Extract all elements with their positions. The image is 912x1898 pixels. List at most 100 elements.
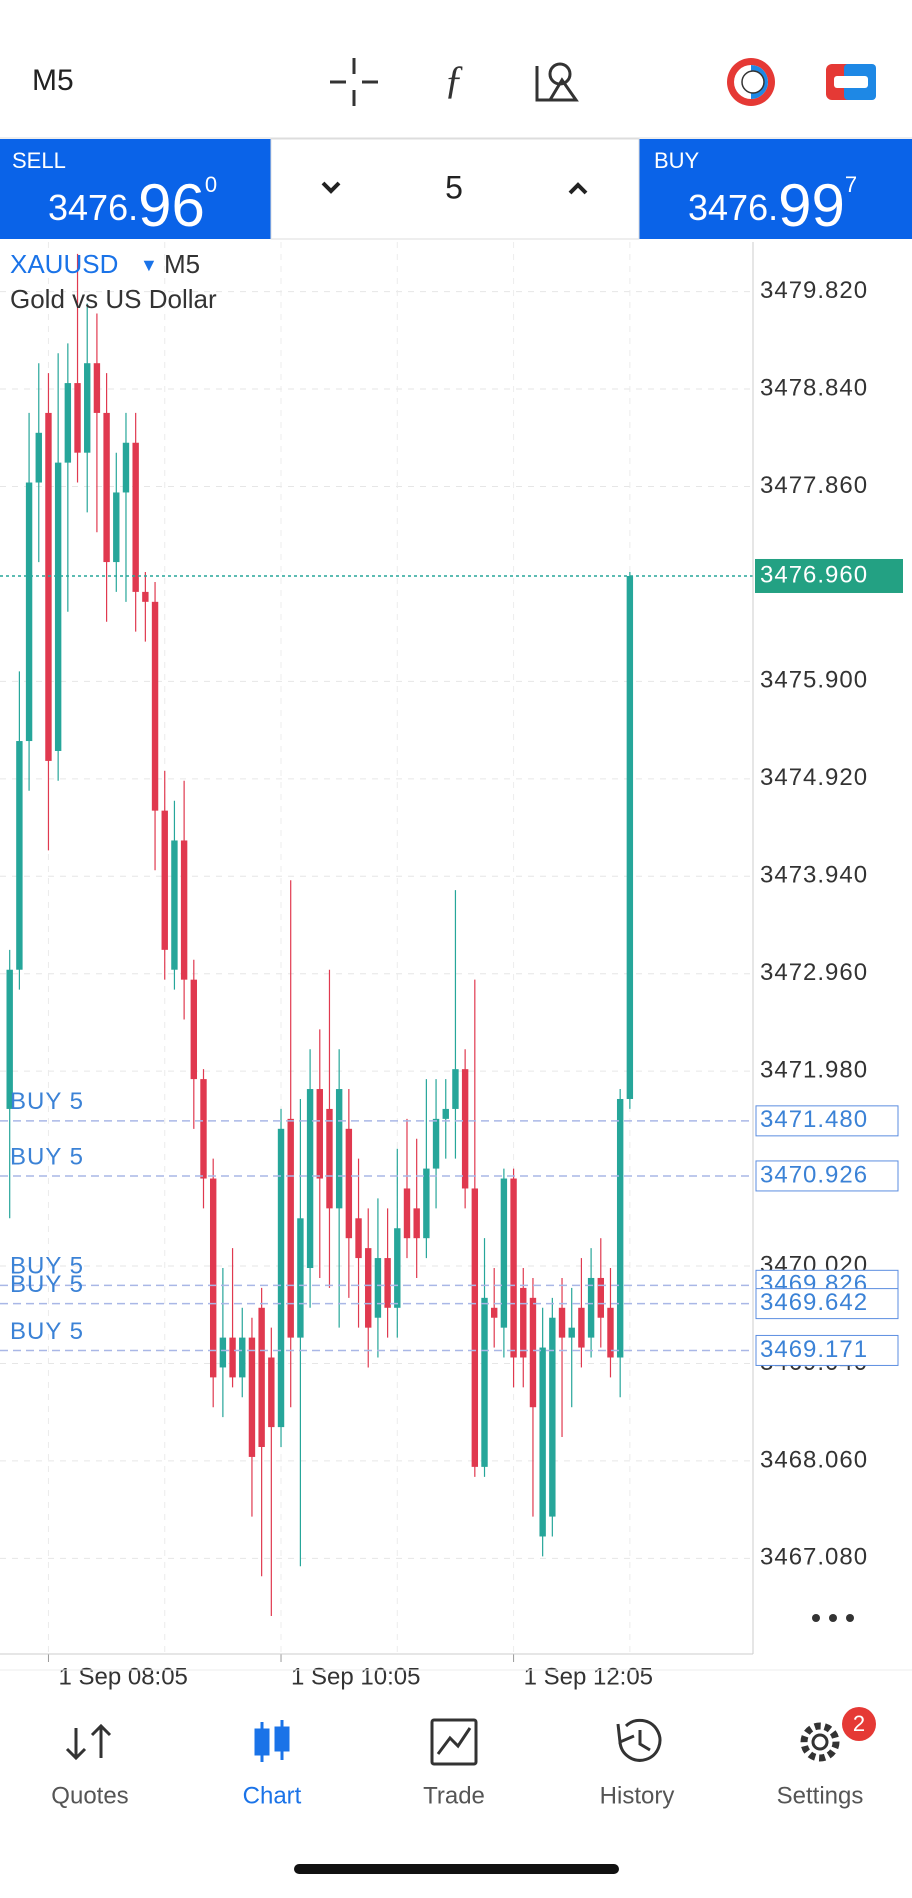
buy-price: 3476.997 xyxy=(688,172,857,239)
sell-price-sup: 0 xyxy=(205,172,217,197)
last-price-label: 3476.960 xyxy=(760,561,868,588)
order-price-label: 3469.171 xyxy=(760,1336,868,1363)
nav-label[interactable]: Settings xyxy=(777,1782,864,1809)
symbol[interactable]: XAUUSD xyxy=(10,249,118,279)
candle-body xyxy=(277,1128,285,1428)
candle-body xyxy=(306,1089,314,1269)
order-price-label: 3469.642 xyxy=(760,1289,868,1316)
one-click-icon[interactable] xyxy=(727,58,775,106)
candle-body xyxy=(113,492,120,563)
candle-body xyxy=(219,1337,227,1368)
lot-value[interactable]: 5 xyxy=(445,169,463,205)
candle-body xyxy=(54,462,62,751)
candle-body xyxy=(45,412,52,761)
candle-body xyxy=(326,1108,333,1209)
candle-body xyxy=(287,1118,294,1338)
objects-icon[interactable] xyxy=(535,62,579,102)
candle-body xyxy=(64,383,72,463)
y-tick-label: 3471.980 xyxy=(760,1056,868,1083)
trade-icon xyxy=(430,1718,478,1766)
nav-label[interactable]: Trade xyxy=(423,1782,485,1809)
candle-body xyxy=(510,1178,517,1358)
order-label[interactable]: BUY 5 xyxy=(10,1271,84,1298)
candle-body xyxy=(403,1188,411,1239)
candle-body xyxy=(549,1317,556,1517)
sell-price: 3476.960 xyxy=(48,172,217,239)
candle-body xyxy=(268,1357,275,1428)
nav-label[interactable]: Chart xyxy=(243,1782,302,1809)
chart: 3479.820 3478.840 3477.860 3475.900 3474.920… xyxy=(0,242,903,1690)
y-tick-label: 3478.840 xyxy=(760,374,868,401)
candle-body xyxy=(442,1108,449,1119)
indicators-icon[interactable]: ƒ xyxy=(444,57,464,102)
more-icon[interactable] xyxy=(812,1614,854,1622)
candle-body xyxy=(578,1307,585,1348)
order-label[interactable]: BUY 5 xyxy=(10,1088,84,1115)
y-tick-label: 3467.080 xyxy=(760,1544,868,1571)
candle-body xyxy=(142,591,149,602)
candle-body xyxy=(539,1347,546,1537)
order-price-box xyxy=(755,1105,899,1137)
nav-label[interactable]: History xyxy=(600,1782,675,1809)
y-tick-label: 3475.900 xyxy=(760,667,868,694)
candle-body xyxy=(374,1258,382,1318)
trade-panel-icon[interactable] xyxy=(826,64,876,100)
candle-body xyxy=(209,1178,217,1378)
candle-body xyxy=(413,1208,420,1239)
sell-button[interactable] xyxy=(0,139,271,239)
candle-body xyxy=(616,1098,624,1358)
candle-body xyxy=(25,482,33,742)
timeframe[interactable]: M5 xyxy=(32,64,74,97)
candle-body xyxy=(568,1327,575,1338)
candle-body xyxy=(16,741,23,970)
order-label[interactable]: BUY 5 xyxy=(10,1318,84,1345)
candle-body xyxy=(297,1218,304,1338)
nav-label[interactable]: Quotes xyxy=(51,1782,128,1809)
order-price-box xyxy=(755,1288,899,1320)
candle-body xyxy=(93,363,101,413)
order-label[interactable]: BUY 5 xyxy=(10,1253,84,1280)
candle-body xyxy=(151,601,159,811)
order-price-label: 3470.926 xyxy=(760,1161,868,1188)
y-tick-label: 3472.960 xyxy=(760,959,868,986)
candle-body xyxy=(171,840,178,970)
candle-body xyxy=(423,1168,430,1239)
candle-body xyxy=(452,1069,459,1109)
y-tick-label: 3477.860 xyxy=(760,472,868,499)
candle-body xyxy=(335,1089,343,1209)
candle-body xyxy=(190,979,198,1080)
candle-body xyxy=(239,1337,246,1378)
y-tick-label: 3468.060 xyxy=(760,1446,868,1473)
crosshair-icon[interactable] xyxy=(330,58,378,106)
y-tick-label: 3473.940 xyxy=(760,862,868,889)
sell-label: SELL xyxy=(12,148,66,173)
buy-price-main: 3476. xyxy=(688,187,778,228)
decrease-lot[interactable] xyxy=(321,181,341,194)
buy-button[interactable] xyxy=(639,139,912,239)
quotes-icon xyxy=(65,1723,112,1761)
symbol-dropdown[interactable]: ▼ xyxy=(140,255,158,275)
candle-body xyxy=(500,1178,508,1328)
order-label[interactable]: BUY 5 xyxy=(10,1143,84,1170)
increase-lot[interactable] xyxy=(568,182,588,195)
badge xyxy=(842,1707,876,1741)
candle-body xyxy=(491,1307,498,1318)
candle-body xyxy=(35,432,42,483)
candle-body xyxy=(558,1307,566,1338)
buy-price-big: 99 xyxy=(778,172,845,239)
candle-body xyxy=(229,1337,236,1378)
candle-body xyxy=(355,1218,362,1259)
candle-body xyxy=(587,1277,595,1338)
candle-body xyxy=(626,575,634,1099)
candle-body xyxy=(394,1228,401,1308)
candle-body xyxy=(248,1337,256,1457)
candle-body xyxy=(6,969,13,1109)
settings-icon xyxy=(800,1722,840,1762)
candle-body xyxy=(365,1248,372,1328)
x-tick-label: 1 Sep 10:05 xyxy=(291,1663,420,1690)
sell-price-big: 96 xyxy=(138,172,205,239)
order-price-label: 3471.480 xyxy=(760,1106,868,1133)
candle-body xyxy=(345,1128,353,1239)
candle-body xyxy=(132,442,139,592)
